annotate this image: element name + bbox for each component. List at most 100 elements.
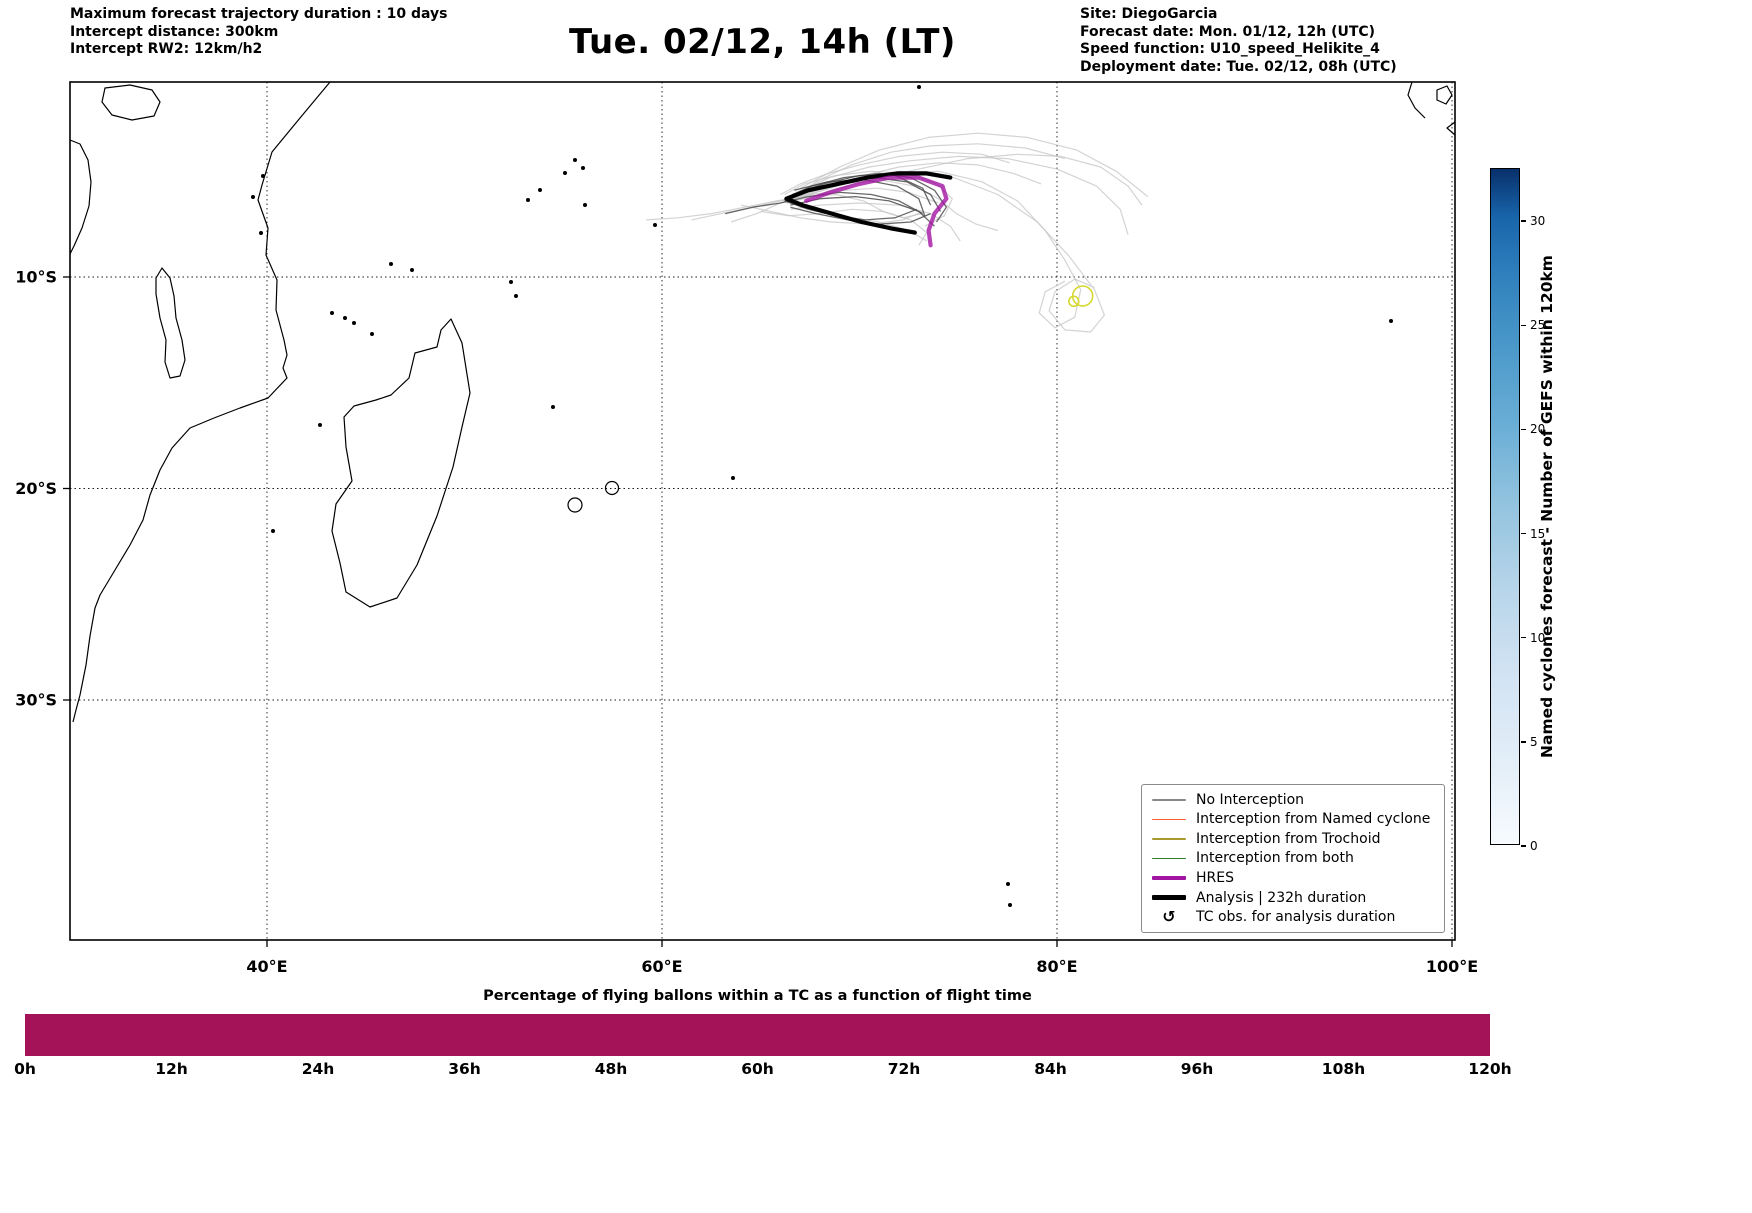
trajectory-no-interception [780, 151, 1010, 196]
trajectory-no-interception [740, 204, 923, 225]
trajectory-no-interception [791, 143, 1066, 198]
lat-tick-label: 30°S [15, 691, 57, 710]
flight-bar-title: Percentage of flying ballons within a TC… [483, 988, 1032, 1004]
island-outline [567, 497, 583, 513]
flight-tick-label: 72h [887, 1060, 921, 1078]
flight-tick-label: 0h [14, 1060, 36, 1078]
legend-line [1152, 895, 1186, 900]
param-duration: Maximum forecast trajectory duration : 1… [70, 6, 448, 22]
coastline [72, 81, 331, 723]
island-dot [583, 203, 587, 207]
island-dot [1389, 319, 1393, 323]
legend-line [1152, 838, 1186, 840]
lon-tick-label: 40°E [246, 957, 287, 976]
legend-line-swatch [1152, 798, 1186, 801]
legend-line-swatch [1152, 895, 1186, 900]
island-dot [538, 188, 542, 192]
legend-item: Analysis | 232h duration [1152, 888, 1434, 907]
island-dot [261, 174, 265, 178]
flight-tick-label: 24h [301, 1060, 335, 1078]
analysis-track [784, 171, 953, 235]
island-dot [731, 476, 735, 480]
legend-line-swatch [1152, 857, 1186, 860]
legend-item: ↺ TC obs. for analysis duration [1152, 908, 1434, 927]
trajectory-map: 40°E 60°E 80°E 100°E 10°S 20°S 30°S [15, 81, 1478, 976]
site-info: Site: DiegoGarcia Forecast date: Mon. 01… [1080, 6, 1397, 76]
legend-label: No Interception [1196, 791, 1305, 808]
colorbar-tick [1521, 220, 1526, 222]
island-dot [1008, 903, 1012, 907]
lon-tick-label: 100°E [1426, 957, 1478, 976]
colorbar-tick [1521, 428, 1526, 431]
flight-tick-label: 60h [741, 1060, 774, 1078]
info-deployment-date: Deployment date: Tue. 02/12, 08h (UTC) [1080, 58, 1397, 75]
colorbar-label: Named cyclones forecast - Number of GEFS… [1538, 255, 1556, 758]
colorbar: 0 5 10 15 20 25 30 [1490, 168, 1545, 853]
island-dot [581, 166, 585, 170]
island-outline [604, 480, 620, 496]
map-frame [69, 81, 1456, 941]
legend-label: Interception from Trochoid [1196, 830, 1381, 847]
rotate-ccw-icon: ↺ [1162, 907, 1176, 927]
colorbar-tick-label: 15 [1530, 526, 1546, 541]
legend-label: Interception from both [1196, 850, 1354, 867]
flight-tick-label: 48h [594, 1060, 628, 1078]
island-dot [259, 231, 263, 235]
colorbar-tick-label: 0 [1530, 839, 1538, 853]
legend-label: Analysis | 232h duration [1196, 889, 1367, 906]
trajectory-no-interception [800, 132, 1149, 198]
legend-line [1152, 798, 1186, 801]
island-dot [653, 223, 657, 227]
coastline [1436, 85, 1453, 105]
flight-tick-label: 12h [155, 1060, 188, 1078]
trajectory-no-interception [898, 170, 1106, 333]
island-dot [526, 198, 530, 202]
island-dot [573, 158, 577, 162]
trajectory-no-interception-dark [794, 179, 926, 216]
island-dot [514, 294, 518, 298]
lon-tick-label: 60°E [641, 957, 682, 976]
coastline [101, 84, 161, 121]
legend-item: Interception from both [1152, 849, 1434, 868]
legend-line-swatch [1152, 838, 1186, 840]
flight-tick-label: 108h [1321, 1060, 1366, 1078]
colorbar-tick [1521, 845, 1526, 847]
legend-line [1152, 875, 1186, 881]
coastline [69, 139, 92, 255]
legend-item: No Interception [1152, 790, 1434, 809]
info-site: Site: DiegoGarcia [1080, 6, 1218, 22]
colorbar-tick-label: 10 [1530, 630, 1546, 645]
legend-item: Interception from Named cyclone [1152, 810, 1434, 829]
lat-tick-label: 20°S [15, 479, 57, 498]
legend-item: Interception from Trochoid [1152, 829, 1434, 848]
colorbar-tick [1521, 636, 1526, 639]
legend-line [1152, 857, 1186, 860]
flight-bar [25, 1014, 1490, 1056]
island-dot [251, 195, 255, 199]
island-dot [343, 316, 347, 320]
island-dot [370, 332, 374, 336]
figure-title: Tue. 02/12, 14h (LT) [569, 22, 956, 62]
coastline [331, 318, 471, 608]
flight-tick-label: 36h [448, 1060, 481, 1078]
hres-track [804, 175, 949, 248]
colorbar-tick-label: 5 [1530, 734, 1538, 749]
coastline [1407, 81, 1426, 119]
forecast-params: Maximum forecast trajectory duration : 1… [70, 6, 447, 59]
info-speed-function: Speed function: U10_speed_Helikite_4 [1080, 41, 1380, 57]
island-dot [352, 321, 356, 325]
tc-obs-circle [1067, 295, 1080, 308]
island-dot [551, 405, 555, 409]
island-dot [1006, 882, 1010, 886]
param-intercept-distance: Intercept distance: 300km [70, 23, 279, 40]
legend-line-swatch [1152, 818, 1186, 821]
colorbar-tick-label: 30 [1530, 214, 1546, 229]
lat-tick-label: 10°S [15, 268, 57, 287]
legend-line [1152, 818, 1186, 821]
colorbar-tick-label: 20 [1530, 422, 1546, 437]
legend-label: HRES [1196, 870, 1234, 887]
lon-tick-label: 80°E [1036, 957, 1077, 976]
param-intercept-rw2: Intercept RW2: 12km/h2 [70, 41, 263, 57]
colorbar-tick [1521, 324, 1526, 326]
trajectory-no-interception [760, 208, 928, 246]
